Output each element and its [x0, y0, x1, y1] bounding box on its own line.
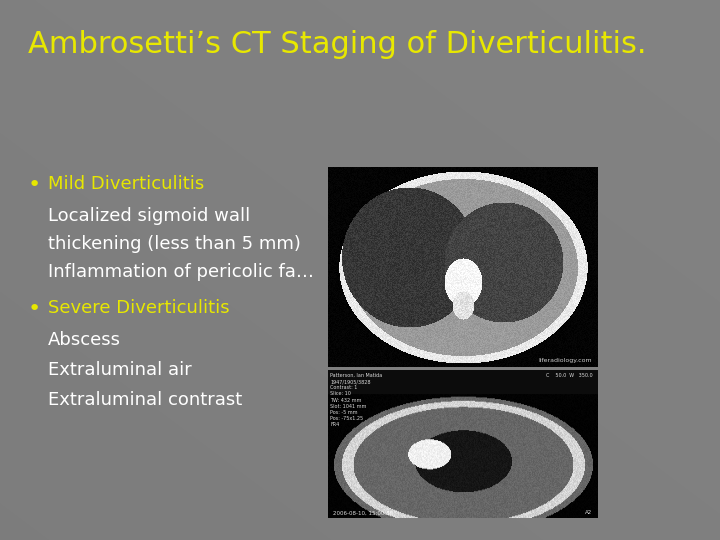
Text: liferadiology.com: liferadiology.com: [539, 358, 593, 363]
Text: A2: A2: [585, 510, 593, 515]
Text: Extraluminal contrast: Extraluminal contrast: [48, 391, 242, 409]
Text: Patterson, Ian Matida
1947/1905/3828
Contrast: 1
Slice: 10
TW: 432 mm
Slot: 1041: Patterson, Ian Matida 1947/1905/3828 Con…: [330, 373, 382, 428]
Text: thickening (less than 5 mm): thickening (less than 5 mm): [48, 235, 301, 253]
Text: Extraluminal air: Extraluminal air: [48, 361, 192, 379]
Text: Inflammation of pericolic fa…: Inflammation of pericolic fa…: [48, 263, 314, 281]
Text: Severe Diverticulitis: Severe Diverticulitis: [48, 299, 230, 317]
Text: •: •: [28, 299, 41, 319]
Text: Ambrosetti’s CT Staging of Diverticulitis.: Ambrosetti’s CT Staging of Diverticuliti…: [28, 30, 647, 59]
Text: Abscess: Abscess: [48, 331, 121, 349]
Text: 2006-08-10, 15:00:38: 2006-08-10, 15:00:38: [333, 510, 393, 515]
Text: C    50.0  W   350.0: C 50.0 W 350.0: [546, 373, 593, 378]
Text: •: •: [28, 175, 41, 195]
Text: Localized sigmoid wall: Localized sigmoid wall: [48, 207, 251, 225]
Text: Mild Diverticulitis: Mild Diverticulitis: [48, 175, 204, 193]
